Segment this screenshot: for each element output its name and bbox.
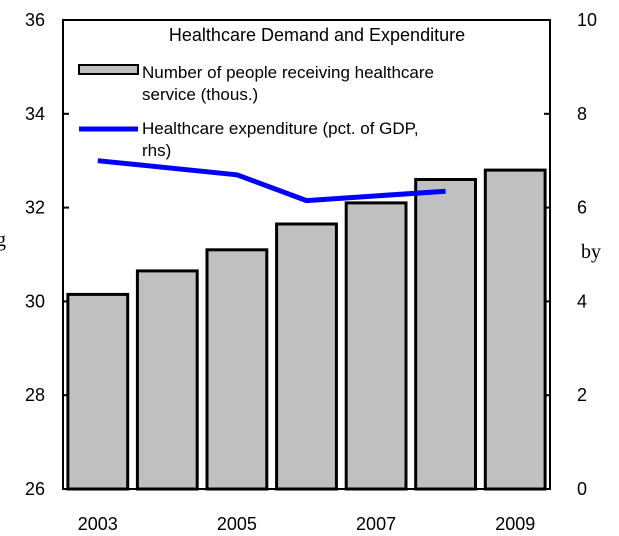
bar-2003 [66, 292, 130, 491]
legend-label-line-line1: Healthcare expenditure (pct. of GDP, [142, 119, 419, 138]
bar-2004 [135, 269, 199, 491]
legend: Number of people receiving healthcare se… [78, 63, 434, 160]
x-tick-label-2003: 2003 [78, 514, 118, 534]
right-tick-label-6: 6 [577, 198, 587, 218]
left-edge-fragment: g [0, 229, 6, 251]
right-tick-label-8: 8 [577, 104, 587, 124]
line-group [97, 158, 446, 204]
bars-group [66, 168, 547, 491]
bar-2005 [205, 248, 269, 491]
left-tick-label-28: 28 [25, 385, 45, 405]
x-tick-label-2007: 2007 [356, 514, 396, 534]
legend-label-line-line2: rhs) [142, 141, 171, 160]
right-tick-label-0: 0 [577, 479, 587, 499]
chart-title: Healthcare Demand and Expenditure [169, 25, 465, 45]
right-edge-fragment: by [581, 241, 601, 263]
bar-2009 [483, 168, 547, 491]
legend-label-bars-line1: Number of people receiving healthcare [142, 63, 434, 82]
legend-swatch-bars [78, 64, 139, 75]
right-tick-label-10: 10 [577, 10, 597, 30]
right-tick-label-2: 2 [577, 385, 587, 405]
right-tick-label-4: 4 [577, 291, 587, 311]
x-tick-label-2009: 2009 [495, 514, 535, 534]
bar-2007 [344, 201, 408, 491]
left-tick-label-30: 30 [25, 291, 45, 311]
x-tick-label-2005: 2005 [217, 514, 257, 534]
ticks-group: 26 28 30 32 34 36 0 2 4 6 8 10 2003 2005 2007 2009 [25, 10, 597, 534]
line-healthcare-expenditure [97, 158, 446, 204]
left-tick-label-32: 32 [25, 198, 45, 218]
left-tick-label-36: 36 [25, 10, 45, 30]
bar-2008 [414, 178, 478, 491]
bar-2006 [275, 222, 338, 491]
left-tick-label-26: 26 [25, 479, 45, 499]
left-tick-label-34: 34 [25, 104, 45, 124]
legend-label-bars-line2: service (thous.) [142, 85, 258, 104]
